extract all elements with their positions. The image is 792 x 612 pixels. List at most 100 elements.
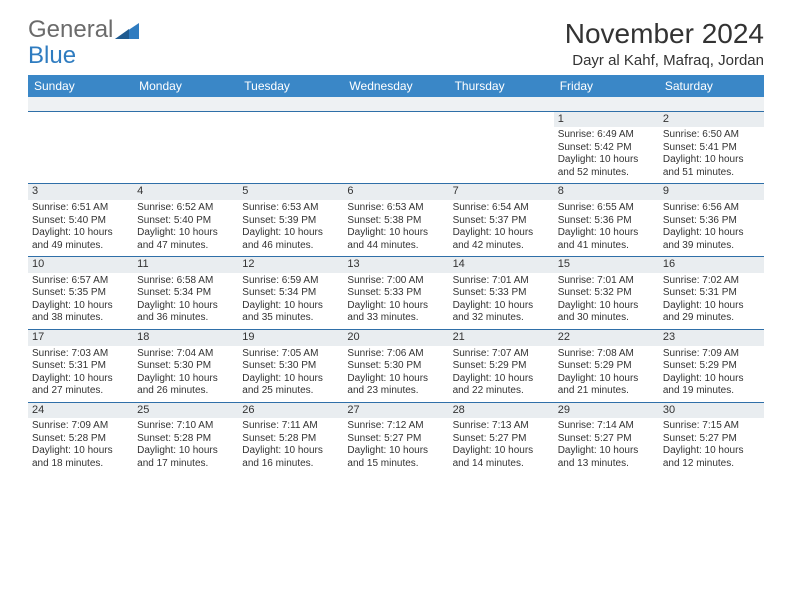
calendar-cell: 1Sunrise: 6:49 AMSunset: 5:42 PMDaylight… [554, 111, 659, 184]
sunset-line: Sunset: 5:42 PM [558, 142, 655, 155]
calendar-cell: 17Sunrise: 7:03 AMSunset: 5:31 PMDayligh… [28, 329, 133, 402]
daylight-line: Daylight: 10 hours and 25 minutes. [242, 373, 339, 398]
sunset-line: Sunset: 5:39 PM [242, 215, 339, 228]
sunrise-line: Sunrise: 7:04 AM [137, 348, 234, 361]
day-number: 12 [238, 257, 343, 273]
day-number: 21 [449, 330, 554, 346]
calendar-cell: . [238, 111, 343, 184]
sunrise-line: Sunrise: 6:49 AM [558, 129, 655, 142]
day-number: 19 [238, 330, 343, 346]
sunrise-line: Sunrise: 7:10 AM [137, 420, 234, 433]
sunrise-line: Sunrise: 6:51 AM [32, 202, 129, 215]
calendar-cell: 3Sunrise: 6:51 AMSunset: 5:40 PMDaylight… [28, 184, 133, 257]
calendar-week: .....1Sunrise: 6:49 AMSunset: 5:42 PMDay… [28, 111, 764, 184]
calendar-week: 24Sunrise: 7:09 AMSunset: 5:28 PMDayligh… [28, 402, 764, 474]
day-number: 1 [554, 112, 659, 128]
calendar-cell: . [28, 111, 133, 184]
sunset-line: Sunset: 5:30 PM [347, 360, 444, 373]
daylight-line: Daylight: 10 hours and 39 minutes. [663, 227, 760, 252]
spacer [28, 97, 764, 111]
daylight-line: Daylight: 10 hours and 33 minutes. [347, 300, 444, 325]
sunrise-line: Sunrise: 7:09 AM [32, 420, 129, 433]
month-title: November 2024 [565, 18, 764, 50]
calendar-cell: 27Sunrise: 7:12 AMSunset: 5:27 PMDayligh… [343, 402, 448, 474]
sunrise-line: Sunrise: 6:59 AM [242, 275, 339, 288]
sunset-line: Sunset: 5:27 PM [558, 433, 655, 446]
sunset-line: Sunset: 5:30 PM [242, 360, 339, 373]
calendar-cell: 15Sunrise: 7:01 AMSunset: 5:32 PMDayligh… [554, 257, 659, 330]
sunset-line: Sunset: 5:34 PM [137, 287, 234, 300]
day-number: 9 [659, 184, 764, 200]
day-number: 24 [28, 403, 133, 419]
sunset-line: Sunset: 5:35 PM [32, 287, 129, 300]
sunrise-line: Sunrise: 6:54 AM [453, 202, 550, 215]
day-number: 18 [133, 330, 238, 346]
sunrise-line: Sunrise: 7:02 AM [663, 275, 760, 288]
sunset-line: Sunset: 5:27 PM [347, 433, 444, 446]
weekday-header: Friday [554, 75, 659, 97]
daylight-line: Daylight: 10 hours and 32 minutes. [453, 300, 550, 325]
daylight-line: Daylight: 10 hours and 46 minutes. [242, 227, 339, 252]
daylight-line: Daylight: 10 hours and 15 minutes. [347, 445, 444, 470]
calendar-cell: 6Sunrise: 6:53 AMSunset: 5:38 PMDaylight… [343, 184, 448, 257]
daylight-line: Daylight: 10 hours and 13 minutes. [558, 445, 655, 470]
sunset-line: Sunset: 5:33 PM [453, 287, 550, 300]
sunrise-line: Sunrise: 6:52 AM [137, 202, 234, 215]
day-number: 20 [343, 330, 448, 346]
day-number: 25 [133, 403, 238, 419]
weekday-header: Thursday [449, 75, 554, 97]
day-number: 13 [343, 257, 448, 273]
day-number: 30 [659, 403, 764, 419]
daylight-line: Daylight: 10 hours and 38 minutes. [32, 300, 129, 325]
calendar-cell: 7Sunrise: 6:54 AMSunset: 5:37 PMDaylight… [449, 184, 554, 257]
calendar-cell: . [343, 111, 448, 184]
day-number: 7 [449, 184, 554, 200]
sunset-line: Sunset: 5:31 PM [663, 287, 760, 300]
sunrise-line: Sunrise: 7:15 AM [663, 420, 760, 433]
daylight-line: Daylight: 10 hours and 47 minutes. [137, 227, 234, 252]
day-number: 17 [28, 330, 133, 346]
calendar-cell: 13Sunrise: 7:00 AMSunset: 5:33 PMDayligh… [343, 257, 448, 330]
calendar-cell: 30Sunrise: 7:15 AMSunset: 5:27 PMDayligh… [659, 402, 764, 474]
sunset-line: Sunset: 5:27 PM [663, 433, 760, 446]
sunrise-line: Sunrise: 6:53 AM [242, 202, 339, 215]
sunrise-line: Sunrise: 7:08 AM [558, 348, 655, 361]
calendar-cell: 19Sunrise: 7:05 AMSunset: 5:30 PMDayligh… [238, 329, 343, 402]
sunrise-line: Sunrise: 7:14 AM [558, 420, 655, 433]
calendar-cell: 25Sunrise: 7:10 AMSunset: 5:28 PMDayligh… [133, 402, 238, 474]
sunset-line: Sunset: 5:28 PM [242, 433, 339, 446]
day-number: 28 [449, 403, 554, 419]
sunrise-line: Sunrise: 7:01 AM [558, 275, 655, 288]
day-number: 2 [659, 112, 764, 128]
calendar-table: SundayMondayTuesdayWednesdayThursdayFrid… [28, 75, 764, 474]
weekday-header: Sunday [28, 75, 133, 97]
day-number: 23 [659, 330, 764, 346]
sunset-line: Sunset: 5:40 PM [137, 215, 234, 228]
daylight-line: Daylight: 10 hours and 14 minutes. [453, 445, 550, 470]
daylight-line: Daylight: 10 hours and 19 minutes. [663, 373, 760, 398]
sunrise-line: Sunrise: 6:53 AM [347, 202, 444, 215]
day-number: 22 [554, 330, 659, 346]
daylight-line: Daylight: 10 hours and 26 minutes. [137, 373, 234, 398]
weekday-header: Tuesday [238, 75, 343, 97]
calendar-cell: . [449, 111, 554, 184]
location: Dayr al Kahf, Mafraq, Jordan [565, 52, 764, 69]
weekday-header: Wednesday [343, 75, 448, 97]
day-number: 11 [133, 257, 238, 273]
calendar-cell: 9Sunrise: 6:56 AMSunset: 5:36 PMDaylight… [659, 184, 764, 257]
daylight-line: Daylight: 10 hours and 16 minutes. [242, 445, 339, 470]
weekday-header: Monday [133, 75, 238, 97]
calendar-cell: 8Sunrise: 6:55 AMSunset: 5:36 PMDaylight… [554, 184, 659, 257]
daylight-line: Daylight: 10 hours and 27 minutes. [32, 373, 129, 398]
brand-part2: Blue [28, 42, 76, 70]
calendar-cell: 20Sunrise: 7:06 AMSunset: 5:30 PMDayligh… [343, 329, 448, 402]
sunrise-line: Sunrise: 6:57 AM [32, 275, 129, 288]
sunrise-line: Sunrise: 7:12 AM [347, 420, 444, 433]
calendar-head: SundayMondayTuesdayWednesdayThursdayFrid… [28, 75, 764, 97]
sunrise-line: Sunrise: 6:56 AM [663, 202, 760, 215]
calendar-cell: 14Sunrise: 7:01 AMSunset: 5:33 PMDayligh… [449, 257, 554, 330]
sunset-line: Sunset: 5:37 PM [453, 215, 550, 228]
daylight-line: Daylight: 10 hours and 51 minutes. [663, 154, 760, 179]
sunrise-line: Sunrise: 7:00 AM [347, 275, 444, 288]
calendar-cell: 4Sunrise: 6:52 AMSunset: 5:40 PMDaylight… [133, 184, 238, 257]
